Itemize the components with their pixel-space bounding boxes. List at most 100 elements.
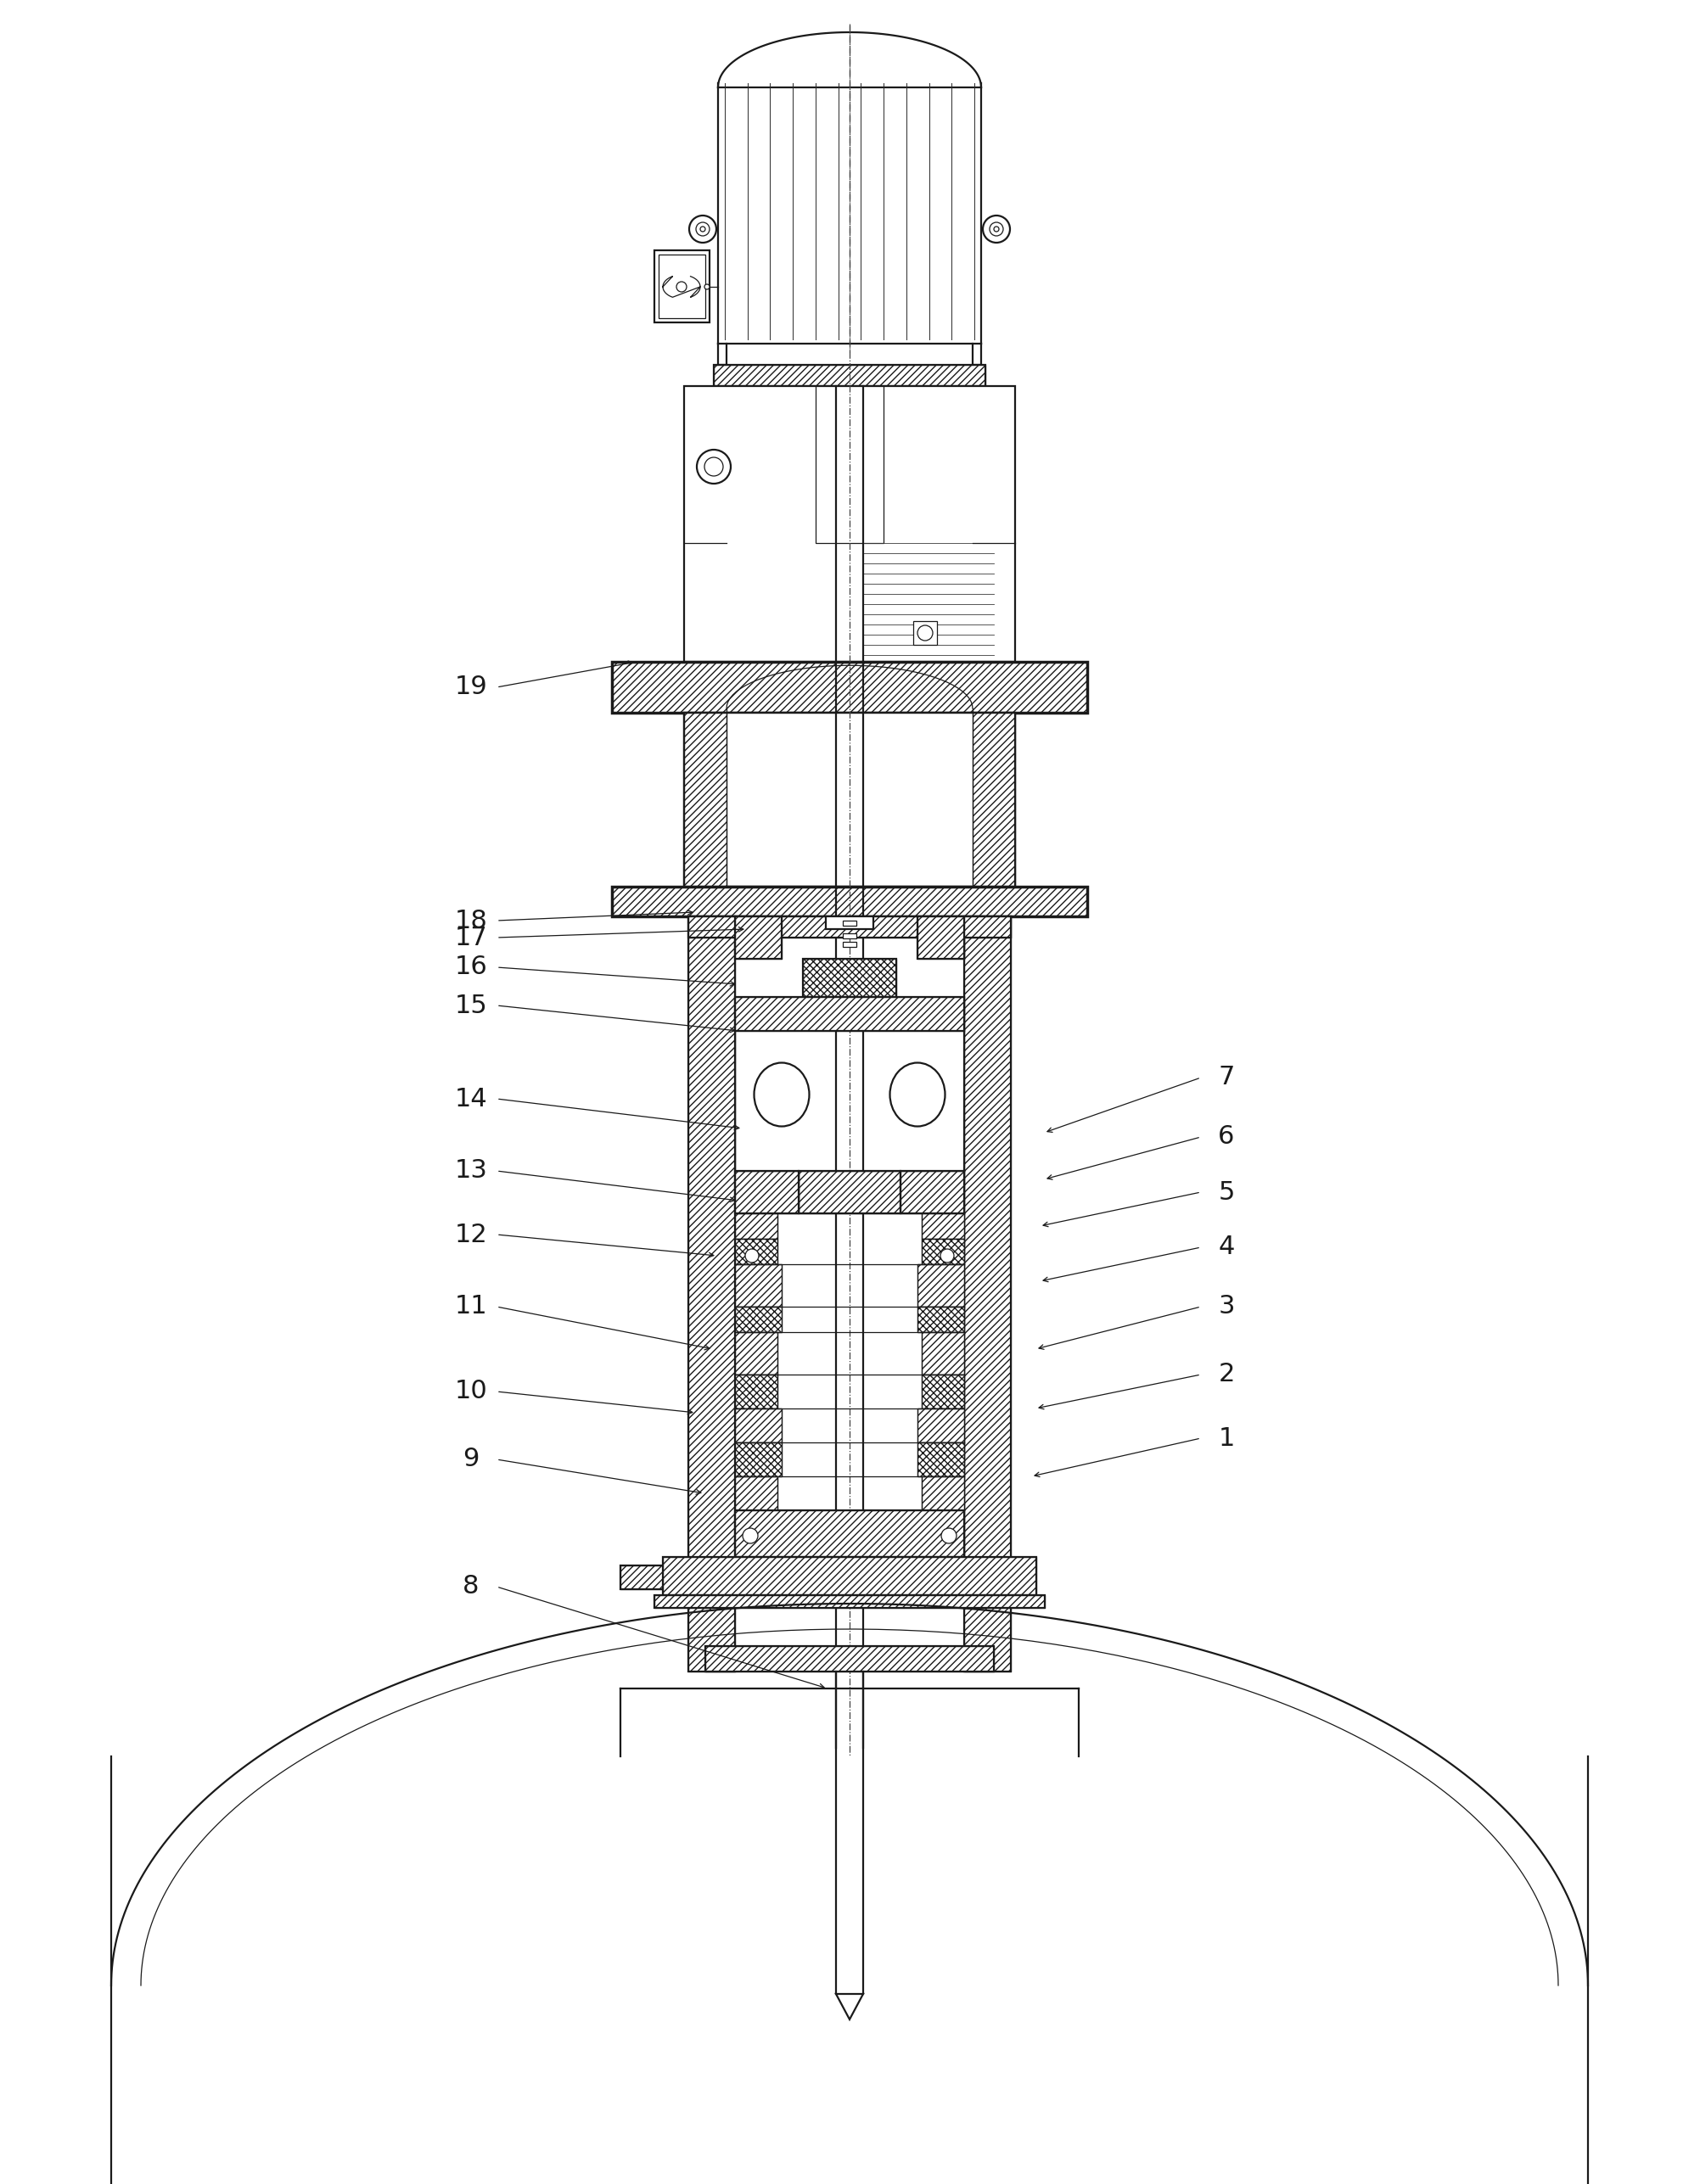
Bar	[663, 1557, 1037, 1594]
Bar	[918, 1306, 964, 1332]
Bar	[921, 1214, 964, 1238]
Bar	[734, 1171, 799, 1214]
Bar	[734, 996, 964, 1031]
Text: 12: 12	[454, 1223, 488, 1247]
Bar	[734, 1374, 777, 1409]
Bar	[918, 917, 964, 959]
Bar	[921, 1476, 964, 1511]
Text: 3: 3	[1219, 1295, 1234, 1319]
Bar	[843, 933, 857, 939]
Bar	[734, 1238, 777, 1265]
Bar	[688, 917, 734, 1671]
Bar	[734, 1171, 799, 1214]
Text: 8: 8	[462, 1575, 479, 1599]
Bar	[654, 1594, 1045, 1607]
Bar	[921, 1332, 964, 1374]
Bar	[918, 1409, 964, 1441]
Bar	[734, 1441, 782, 1476]
Bar	[683, 712, 1015, 887]
Bar	[921, 1238, 964, 1265]
Text: 15: 15	[454, 994, 488, 1018]
Bar	[918, 1306, 964, 1332]
Bar	[612, 662, 1088, 712]
Circle shape	[677, 282, 687, 293]
Bar	[688, 917, 1011, 937]
Circle shape	[745, 1249, 758, 1262]
Bar	[654, 251, 709, 323]
Text: 13: 13	[454, 1158, 488, 1184]
Bar	[612, 887, 1088, 917]
Ellipse shape	[889, 1064, 945, 1127]
Text: 17: 17	[454, 926, 488, 950]
Bar	[921, 1374, 964, 1409]
Bar	[918, 1441, 964, 1476]
Bar	[913, 620, 937, 644]
Bar	[734, 1214, 777, 1238]
Bar	[826, 917, 874, 928]
Text: 1: 1	[1219, 1426, 1234, 1450]
Polygon shape	[836, 1994, 864, 2020]
Bar	[843, 941, 857, 948]
Circle shape	[918, 625, 933, 640]
Bar	[612, 887, 1088, 917]
Bar	[734, 1476, 777, 1511]
Bar	[734, 1409, 782, 1441]
Text: 6: 6	[1219, 1125, 1234, 1149]
Text: 18: 18	[454, 909, 488, 933]
Text: 11: 11	[454, 1295, 488, 1319]
Bar	[734, 1374, 777, 1409]
Text: 14: 14	[454, 1085, 488, 1112]
Bar	[734, 1511, 964, 1557]
Circle shape	[743, 1529, 758, 1544]
Bar	[683, 712, 726, 887]
Circle shape	[695, 223, 709, 236]
Text: 4: 4	[1219, 1234, 1234, 1260]
Bar	[734, 1441, 782, 1476]
Bar	[843, 922, 857, 926]
Bar	[688, 917, 734, 1671]
Bar	[918, 1265, 964, 1306]
Bar	[918, 917, 964, 959]
Circle shape	[697, 450, 731, 483]
Circle shape	[704, 284, 709, 288]
Bar	[734, 917, 782, 959]
Bar	[734, 1214, 777, 1238]
Bar	[802, 959, 896, 996]
Circle shape	[940, 1249, 954, 1262]
Bar	[620, 1566, 706, 1590]
Bar	[802, 959, 896, 996]
Bar	[734, 1306, 782, 1332]
Bar	[921, 1214, 964, 1238]
Bar	[734, 917, 782, 959]
Bar	[734, 996, 964, 1031]
Bar	[918, 1409, 964, 1441]
Bar	[918, 1441, 964, 1476]
Text: 19: 19	[454, 675, 488, 699]
Text: 7: 7	[1219, 1066, 1234, 1090]
Circle shape	[700, 227, 706, 232]
Bar	[734, 1265, 782, 1306]
Circle shape	[704, 456, 722, 476]
Text: 2: 2	[1219, 1363, 1234, 1387]
Bar	[714, 365, 986, 387]
Bar	[734, 1306, 782, 1332]
Circle shape	[989, 223, 1003, 236]
Bar	[663, 1557, 1037, 1594]
Bar	[799, 1171, 901, 1214]
Text: 5: 5	[1219, 1179, 1234, 1203]
Circle shape	[994, 227, 1000, 232]
Bar	[816, 387, 884, 544]
Bar	[620, 1566, 706, 1590]
Bar	[921, 1476, 964, 1511]
Bar	[706, 1647, 994, 1671]
Bar	[921, 1238, 964, 1265]
Bar	[901, 1171, 964, 1214]
Bar	[734, 1511, 964, 1557]
Bar	[612, 662, 1088, 712]
Bar	[683, 387, 1015, 662]
Bar	[964, 917, 1011, 1671]
Ellipse shape	[755, 1064, 809, 1127]
Circle shape	[942, 1529, 957, 1544]
Text: 9: 9	[462, 1448, 479, 1472]
Bar	[921, 1374, 964, 1409]
